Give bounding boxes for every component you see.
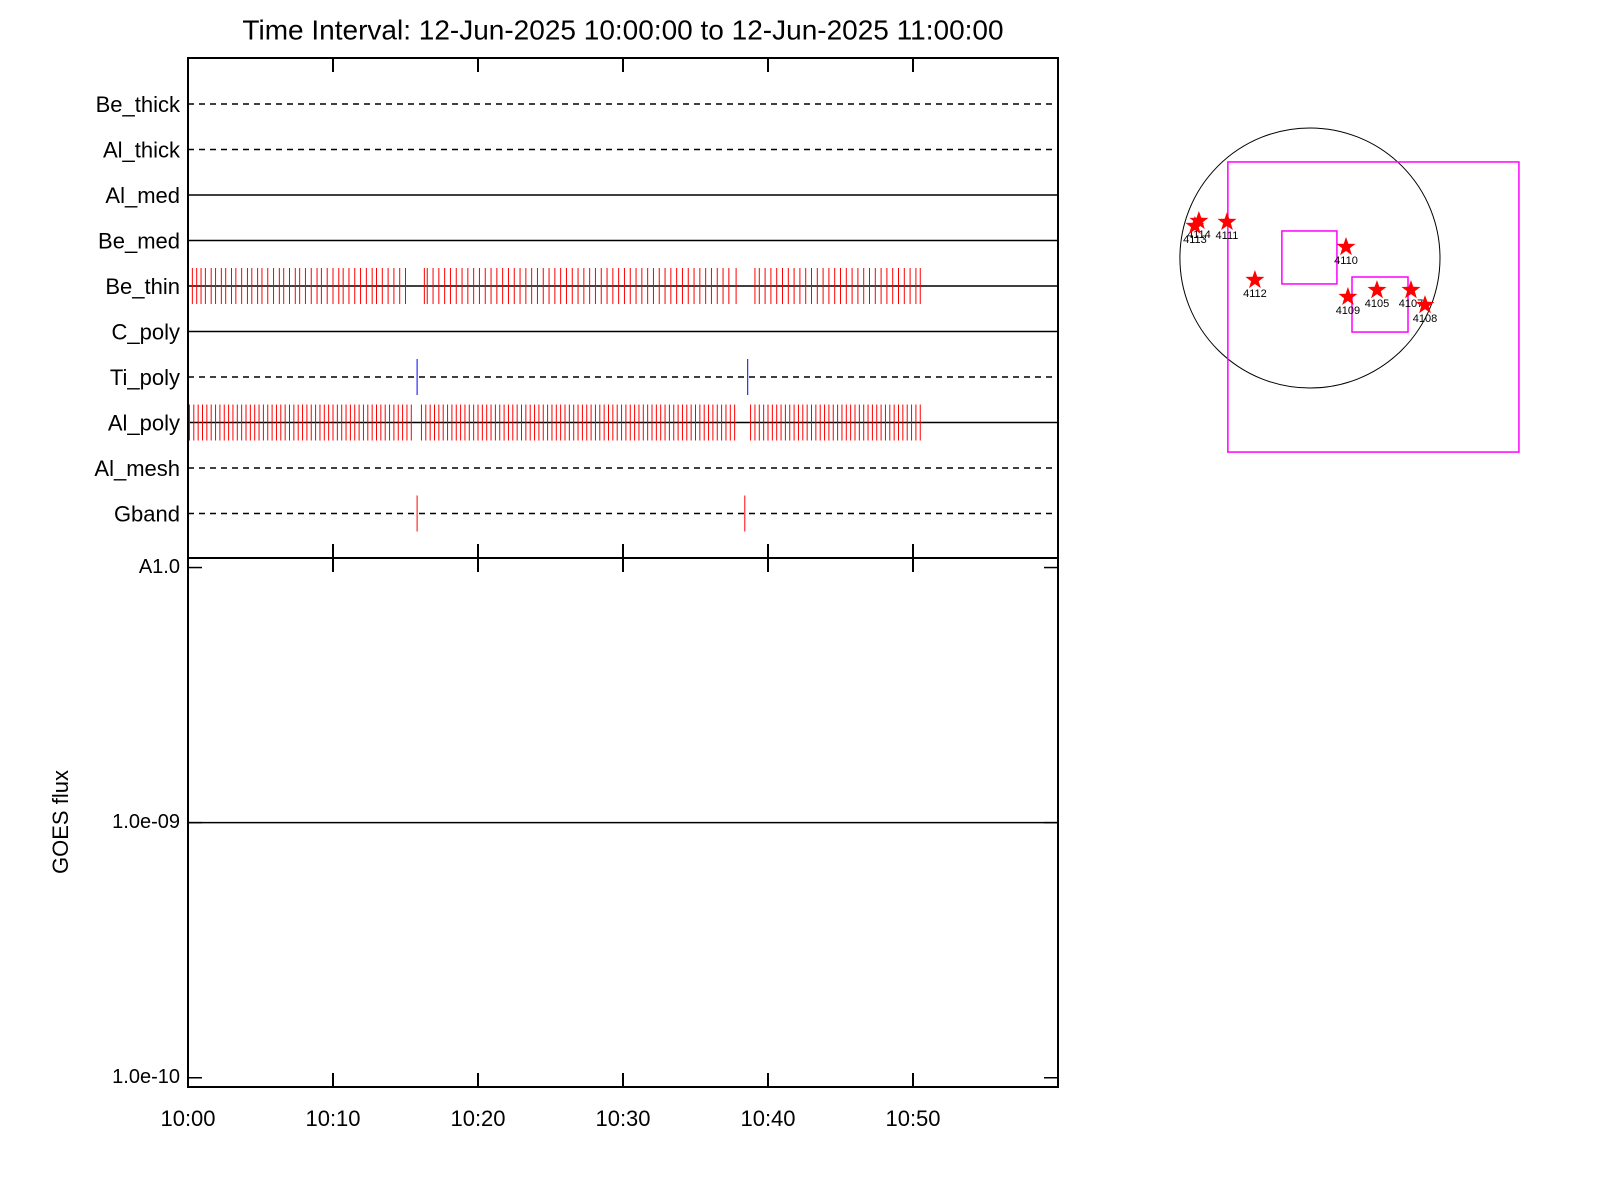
filter-label: Al_thick	[103, 137, 181, 162]
solar-disk	[1179, 127, 1441, 389]
x-tick-label: 10:30	[595, 1106, 650, 1131]
region-label: 4113	[1183, 234, 1207, 246]
y-tick-label: 1.0e-10	[112, 1066, 180, 1088]
x-tick-label: 10:10	[305, 1106, 360, 1131]
filter-label: Be_med	[98, 228, 180, 253]
region-star	[1245, 270, 1265, 289]
x-tick-label: 10:20	[450, 1106, 505, 1131]
region-star	[1367, 280, 1387, 299]
region-label: 4112	[1243, 288, 1267, 300]
filter-label: Gband	[114, 501, 180, 526]
filter-label: Ti_poly	[110, 365, 180, 390]
region-star	[1217, 212, 1237, 230]
region-star	[1401, 280, 1421, 299]
chart-title: Time Interval: 12-Jun-2025 10:00:00 to 1…	[242, 14, 1003, 45]
x-tick-label: 10:50	[885, 1106, 940, 1131]
filter-label: Al_med	[105, 183, 180, 208]
x-tick-label: 10:00	[160, 1106, 215, 1131]
region-star	[1336, 237, 1356, 256]
region-star	[1189, 211, 1209, 230]
filter-label: Be_thick	[96, 92, 181, 117]
fov-box	[1281, 230, 1338, 285]
region-label: 4107	[1399, 298, 1423, 310]
filter-label: Al_poly	[108, 410, 180, 435]
filter-label: Al_mesh	[94, 456, 180, 481]
x-tick-label: 10:40	[740, 1106, 795, 1131]
fov-box	[1351, 276, 1409, 333]
region-label: 4108	[1413, 313, 1437, 325]
region-star	[1415, 295, 1435, 314]
region-label: 4105	[1365, 298, 1389, 310]
region-star	[1185, 215, 1205, 234]
filter-label: C_poly	[112, 319, 180, 344]
region-label: 4110	[1334, 255, 1358, 267]
region-label: 4114	[1187, 229, 1211, 241]
fov-box	[1227, 161, 1520, 453]
y-axis-label: GOES flux	[48, 770, 73, 874]
filter-label: Be_thin	[105, 274, 180, 299]
y-tick-label: 1.0e-09	[112, 811, 180, 833]
region-label: 4109	[1336, 305, 1360, 317]
region-label: 4111	[1216, 230, 1239, 242]
region-star	[1338, 286, 1358, 305]
y-tick-label: A1.0	[139, 556, 180, 578]
